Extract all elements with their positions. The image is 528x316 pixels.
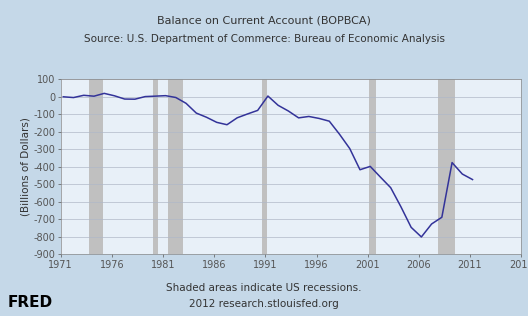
Text: Balance on Current Account (BOPBCA): Balance on Current Account (BOPBCA)	[157, 15, 371, 26]
Bar	[153, 79, 158, 254]
Text: Shaded areas indicate US recessions.: Shaded areas indicate US recessions.	[166, 283, 362, 293]
Text: 2012 research.stlouisfed.org: 2012 research.stlouisfed.org	[189, 299, 339, 309]
Text: Source: U.S. Department of Commerce: Bureau of Economic Analysis: Source: U.S. Department of Commerce: Bur…	[83, 34, 445, 45]
Bar	[370, 79, 376, 254]
Bar	[168, 79, 183, 254]
Bar	[89, 79, 103, 254]
Bar	[438, 79, 455, 254]
Y-axis label: (Billions of Dollars): (Billions of Dollars)	[21, 117, 31, 216]
Bar	[262, 79, 267, 254]
Text: FRED: FRED	[7, 295, 52, 310]
